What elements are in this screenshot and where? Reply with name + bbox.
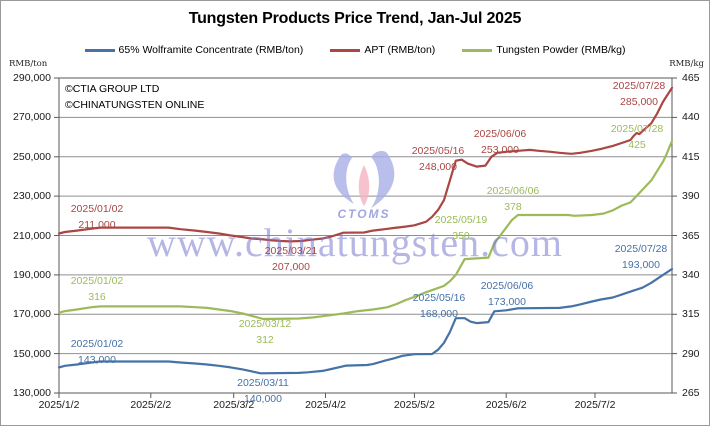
- annotation-value: 140,000: [244, 392, 282, 405]
- left-axis-tick-label: 210,000: [13, 229, 51, 242]
- right-axis-tick-label: 265: [682, 387, 700, 399]
- annotation-date: 2025/07/28: [614, 243, 668, 255]
- annotation-date: 2025/01/02: [70, 203, 124, 215]
- left-axis-tick-label: 150,000: [13, 347, 51, 360]
- left-axis-tick-label: 270,000: [13, 111, 51, 124]
- legend-label: APT (RMB/ton): [364, 44, 436, 56]
- legend-line-sample: [330, 48, 361, 52]
- legend-item-1: APT (RMB/ton): [330, 44, 435, 56]
- left-axis-unit-label: RMB/ton: [9, 59, 48, 69]
- right-axis-tick-label: 290: [682, 347, 700, 360]
- logo-right-flame: [371, 151, 395, 208]
- annotation-0: 2025/01/02 143,000: [71, 337, 124, 368]
- left-axis-tick-label: 130,000: [13, 387, 51, 399]
- annotation-14: 2025/07/28 425: [611, 122, 664, 153]
- annotation-value: 425: [628, 138, 646, 151]
- left-axis-tick-label: 230,000: [13, 190, 51, 203]
- logo-left-flame: [333, 153, 354, 204]
- x-axis-tick-label: 2025/1/2: [38, 399, 80, 411]
- annotation-date: 2025/06/06: [486, 185, 540, 197]
- legend-item-2: Tungsten Powder (RMB/kg): [462, 44, 625, 56]
- annotation-2: 2025/05/16 168,000: [413, 291, 466, 322]
- right-axis-tick-label: 340: [682, 268, 700, 281]
- right-axis-tick-label: 465: [682, 72, 700, 84]
- legend: 65% Wolframite Concentrate (RMB/ton) APT …: [1, 44, 709, 56]
- annotation-date: 2025/01/02: [70, 275, 124, 287]
- left-axis-tick-label: 170,000: [13, 308, 51, 321]
- x-axis-tick-label: 2025/2/2: [130, 399, 172, 411]
- legend-item-0: 65% Wolframite Concentrate (RMB/ton): [84, 44, 304, 56]
- series-line-2: [57, 139, 674, 321]
- annotation-date: 2025/03/21: [264, 245, 318, 257]
- annotation-value: 168,000: [420, 307, 458, 320]
- logo-text: CTOMS: [337, 207, 390, 221]
- copyright-block: ©CTIA GROUP LTD ©CHINATUNGSTEN ONLINE: [65, 82, 204, 113]
- x-axis-tick-label: 2025/7/2: [574, 399, 616, 411]
- legend-line-sample: [84, 48, 115, 52]
- annotation-value: 378: [504, 200, 522, 213]
- annotation-date: 2025/06/06: [480, 280, 534, 292]
- right-axis-unit-label: RMB/kg: [669, 59, 704, 69]
- annotation-value: 207,000: [272, 260, 310, 273]
- left-axis-tick-label: 250,000: [13, 150, 51, 163]
- logo-center-flame: [358, 165, 370, 206]
- x-axis-tick-label: 2025/4/2: [305, 399, 346, 411]
- series-line-0: [57, 267, 674, 375]
- annotation-13: 2025/06/06 378: [487, 184, 540, 215]
- annotation-value: 253,000: [481, 143, 519, 156]
- annotation-value: 193,000: [622, 258, 660, 271]
- annotation-date: 2025/01/02: [70, 338, 124, 350]
- annotation-date: 2025/05/19: [434, 214, 488, 226]
- copyright-line-2: ©CHINATUNGSTEN ONLINE: [65, 98, 205, 111]
- annotation-value: 316: [88, 290, 106, 303]
- right-axis-tick-label: 315: [682, 308, 700, 321]
- annotation-value: 312: [256, 333, 274, 346]
- annotation-date: 2025/03/12: [238, 318, 292, 330]
- copyright-line-1: ©CTIA GROUP LTD: [65, 83, 160, 95]
- annotation-date: 2025/05/16: [411, 145, 465, 157]
- annotation-value: 143,000: [78, 353, 116, 366]
- legend-line-sample: [462, 48, 493, 52]
- x-axis-tick-label: 2025/6/2: [485, 399, 527, 411]
- annotation-9: 2025/07/28 285,000: [613, 79, 666, 110]
- right-axis-tick-label: 440: [682, 111, 700, 124]
- chart-title: Tungsten Products Price Trend, Jan-Jul 2…: [188, 10, 522, 27]
- annotation-1: 2025/03/11 140,000: [237, 376, 289, 407]
- annotation-value: 350: [452, 229, 470, 242]
- annotation-7: 2025/05/16 248,000: [412, 144, 465, 175]
- ctoms-logo: CTOMS: [333, 151, 395, 221]
- right-axis-tick-label: 365: [682, 229, 700, 242]
- legend-label: Tungsten Powder (RMB/kg): [496, 44, 626, 56]
- annotation-6: 2025/03/21 207,000: [265, 244, 318, 275]
- annotation-12: 2025/05/19 350: [435, 213, 488, 244]
- annotation-4: 2025/07/28 193,000: [615, 242, 668, 273]
- annotation-date: 2025/06/06: [473, 128, 527, 140]
- annotation-date: 2025/03/11: [237, 377, 289, 389]
- annotation-value: 285,000: [620, 95, 658, 108]
- left-axis-tick-label: 190,000: [13, 268, 51, 281]
- annotation-3: 2025/06/06 173,000: [481, 279, 534, 310]
- x-axis-tick-label: 2025/5/2: [393, 399, 435, 411]
- annotation-date: 2025/07/28: [610, 123, 664, 135]
- annotation-5: 2025/01/02 211,000: [71, 202, 124, 233]
- annotation-10: 2025/01/02 316: [71, 274, 124, 305]
- annotation-date: 2025/07/28: [612, 80, 666, 92]
- annotation-date: 2025/05/16: [412, 292, 466, 304]
- series-line-1: [57, 86, 674, 243]
- legend-label: 65% Wolframite Concentrate (RMB/ton): [118, 44, 304, 56]
- x-axis-tick-label: 2025/3/2: [213, 399, 255, 411]
- left-axis-tick-label: 290,000: [13, 72, 51, 84]
- annotation-value: 173,000: [488, 295, 526, 308]
- right-axis-tick-label: 415: [682, 150, 700, 163]
- annotation-8: 2025/06/06 253,000: [474, 127, 527, 158]
- annotation-value: 211,000: [78, 218, 116, 231]
- annotation-value: 248,000: [419, 160, 457, 173]
- annotation-11: 2025/03/12 312: [239, 317, 292, 348]
- right-axis-tick-label: 390: [682, 190, 700, 203]
